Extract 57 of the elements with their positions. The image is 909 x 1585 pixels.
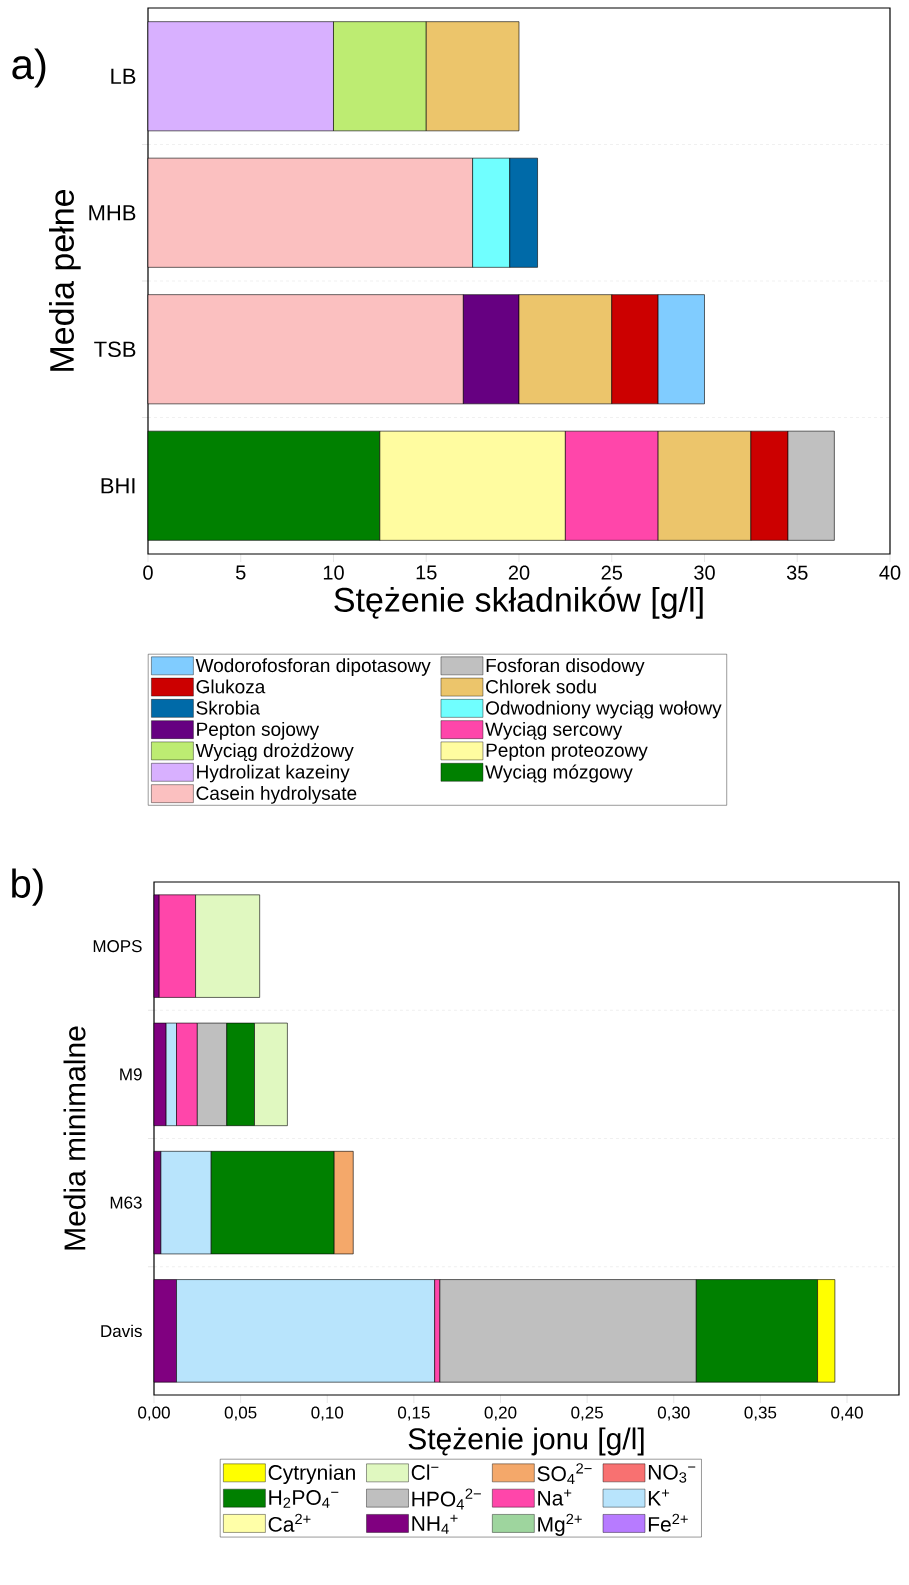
legend-label: Pepton proteozowy: [486, 743, 648, 761]
legend-label: NH$_{4}$+: [412, 1514, 458, 1534]
legend-label: Na$^{+}$: [538, 1489, 572, 1506]
y-axis-title: Media pełne: [49, 189, 81, 371]
x-axis-title: Stężenie jonu [g/l]: [408, 1427, 644, 1456]
legend-label: K$^{+}$: [648, 1489, 670, 1506]
text: a): [12, 48, 46, 88]
y-tick-label: TSB: [94, 341, 136, 358]
x-tick-label: 25: [601, 565, 623, 580]
legend-label: Wyciąg sercowy: [485, 722, 623, 740]
x-tick-label: 0,05: [224, 1406, 257, 1421]
y-axis-title: Media minimalne: [63, 1026, 86, 1250]
legend-label: Casein hydrolysate: [196, 786, 357, 804]
x-tick-label: 35: [786, 565, 808, 580]
x-tick-label: 0,20: [484, 1406, 517, 1421]
x-tick-label: 20: [508, 565, 530, 580]
x-tick-label: 0,25: [571, 1406, 603, 1421]
y-tick-label: BHI: [101, 478, 135, 494]
x-tick-label: 30: [694, 565, 715, 580]
x-axis-title: Stężenie składników [g/l]: [334, 586, 703, 619]
y-tick-label: LB: [111, 68, 136, 84]
y-tick-label: Davis: [101, 1324, 142, 1338]
y-tick-label: M63: [110, 1196, 142, 1209]
x-tick-label: 0,30: [657, 1406, 690, 1421]
legend-label: Fosforan disodowy: [486, 658, 645, 676]
legend-label: Glukoza: [196, 679, 266, 694]
legend-label: HPO$_{4}$2−: [412, 1488, 481, 1510]
legend-label: Chlorek sodu: [486, 679, 596, 694]
legend-label: Hydrolizat kazeiny: [197, 764, 350, 783]
y-tick-label: MOPS: [93, 940, 142, 953]
x-tick-label: 0,00: [138, 1406, 170, 1421]
legend-label: NO$_{3}$−: [648, 1464, 696, 1483]
x-tick-label: 0: [143, 565, 153, 580]
legend-label: Wyciąg drożdżowy: [195, 743, 354, 761]
text: b): [12, 868, 43, 906]
y-tick-label: MHB: [89, 205, 136, 221]
x-tick-label: 0,35: [744, 1406, 777, 1421]
x-tick-label: 40: [879, 565, 901, 580]
x-tick-label: 0,40: [831, 1406, 863, 1421]
legend-label: Skrobia: [196, 700, 261, 715]
legend-label: Ca$^{2+}$: [268, 1513, 311, 1532]
legend-label: H$_{2}$PO$_{4}$−: [269, 1490, 339, 1508]
x-tick-label: 5: [235, 565, 246, 580]
x-tick-label: 15: [416, 565, 437, 580]
x-tick-label: 0,10: [311, 1406, 344, 1421]
y-tick-label: M9: [120, 1068, 142, 1081]
legend-label: Mg$^{2+}$: [538, 1513, 582, 1536]
legend-label: Wyciąg mózgowy: [485, 764, 633, 783]
legend-label: Wodorofosforan dipotasowy: [195, 658, 431, 676]
legend-label: SO$_{4}$2−: [537, 1463, 592, 1485]
legend-label: Pepton sojowy: [197, 722, 320, 740]
x-tick-label: 0,15: [398, 1406, 430, 1421]
legend-label: Cl$^{−}$: [411, 1464, 439, 1480]
legend-label: Fe$^{2+}$: [648, 1513, 688, 1532]
x-tick-label: 10: [323, 565, 344, 580]
legend-label: Cytrynian: [268, 1464, 355, 1485]
legend-label: Odwodniony wyciąg wołowy: [486, 700, 722, 719]
